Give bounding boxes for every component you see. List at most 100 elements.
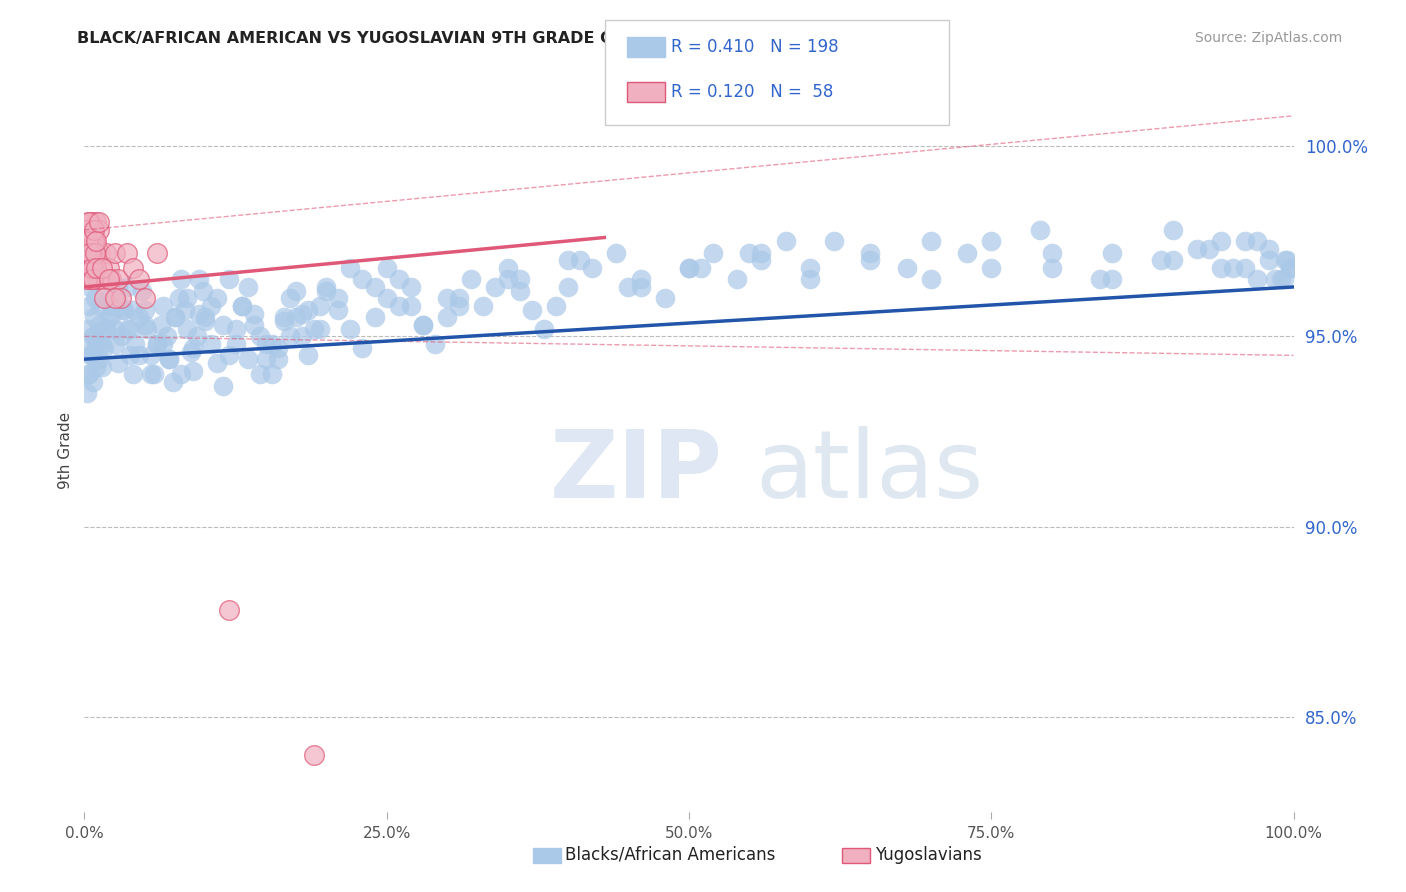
- Point: [76, 223, 98, 237]
- Point: [231, 299, 253, 313]
- Point: [823, 235, 845, 249]
- Point: [79, 280, 101, 294]
- Point: [1149, 253, 1171, 268]
- Point: [80, 215, 103, 229]
- Point: [121, 302, 143, 317]
- Text: BLACK/AFRICAN AMERICAN VS YUGOSLAVIAN 9TH GRADE CORRELATION CHART: BLACK/AFRICAN AMERICAN VS YUGOSLAVIAN 9T…: [77, 31, 793, 46]
- Point: [91, 337, 114, 351]
- Point: [212, 379, 235, 393]
- Point: [149, 318, 172, 332]
- Point: [83, 260, 105, 275]
- Point: [249, 329, 271, 343]
- Point: [339, 260, 361, 275]
- Point: [605, 245, 627, 260]
- Text: Blacks/African Americans: Blacks/African Americans: [565, 846, 776, 863]
- Point: [94, 272, 117, 286]
- Point: [231, 299, 253, 313]
- Point: [1040, 260, 1063, 275]
- Point: [121, 260, 143, 275]
- Point: [146, 245, 169, 260]
- Point: [1270, 272, 1292, 286]
- Point: [225, 337, 247, 351]
- Point: [375, 291, 398, 305]
- Point: [77, 215, 100, 229]
- Point: [260, 337, 283, 351]
- Point: [82, 375, 104, 389]
- Point: [87, 318, 110, 332]
- Point: [89, 299, 111, 313]
- Point: [83, 223, 105, 237]
- Point: [980, 235, 1002, 249]
- Point: [302, 322, 325, 336]
- Point: [173, 302, 195, 317]
- Point: [84, 291, 107, 305]
- Point: [181, 363, 204, 377]
- Text: Source: ZipAtlas.com: Source: ZipAtlas.com: [1195, 31, 1343, 45]
- Point: [157, 352, 180, 367]
- Point: [273, 314, 295, 328]
- Point: [104, 245, 127, 260]
- Point: [751, 245, 773, 260]
- Point: [678, 260, 700, 275]
- Point: [104, 291, 127, 305]
- Point: [1264, 272, 1286, 286]
- Point: [218, 603, 240, 617]
- Point: [291, 307, 314, 321]
- Point: [859, 245, 882, 260]
- Point: [249, 368, 271, 382]
- Point: [76, 272, 98, 286]
- Point: [194, 314, 217, 328]
- Text: Yugoslavians: Yugoslavians: [875, 846, 981, 863]
- Point: [162, 375, 184, 389]
- Point: [315, 284, 337, 298]
- Point: [654, 291, 676, 305]
- Point: [104, 322, 127, 336]
- Point: [86, 215, 108, 229]
- Point: [93, 291, 115, 305]
- Point: [91, 272, 114, 286]
- Point: [254, 352, 277, 367]
- Point: [180, 344, 202, 359]
- Point: [315, 280, 337, 294]
- Point: [124, 337, 146, 351]
- Point: [89, 245, 111, 260]
- Point: [94, 322, 117, 336]
- Point: [77, 235, 100, 249]
- Point: [218, 348, 240, 362]
- Point: [82, 260, 104, 275]
- Point: [496, 272, 519, 286]
- Point: [80, 348, 103, 362]
- Point: [284, 284, 308, 298]
- Point: [399, 299, 422, 313]
- Point: [436, 310, 458, 325]
- Point: [472, 299, 495, 313]
- Point: [94, 322, 117, 336]
- Point: [449, 299, 471, 313]
- Point: [84, 235, 107, 249]
- Point: [738, 245, 761, 260]
- Point: [134, 302, 156, 317]
- Point: [91, 260, 114, 275]
- Point: [896, 260, 918, 275]
- Point: [1209, 235, 1232, 249]
- Point: [581, 260, 603, 275]
- Point: [267, 341, 290, 355]
- Point: [86, 272, 108, 286]
- Point: [460, 272, 482, 286]
- Point: [194, 310, 217, 325]
- Point: [91, 359, 114, 374]
- Point: [157, 352, 180, 367]
- Point: [76, 235, 98, 249]
- Point: [77, 322, 100, 336]
- Point: [509, 284, 531, 298]
- Point: [134, 318, 156, 332]
- Point: [242, 318, 264, 332]
- Point: [82, 272, 104, 286]
- Point: [1272, 272, 1295, 286]
- Point: [302, 747, 325, 762]
- Point: [1161, 223, 1184, 237]
- Point: [115, 280, 138, 294]
- Point: [155, 329, 177, 343]
- Point: [77, 260, 100, 275]
- Point: [79, 272, 101, 286]
